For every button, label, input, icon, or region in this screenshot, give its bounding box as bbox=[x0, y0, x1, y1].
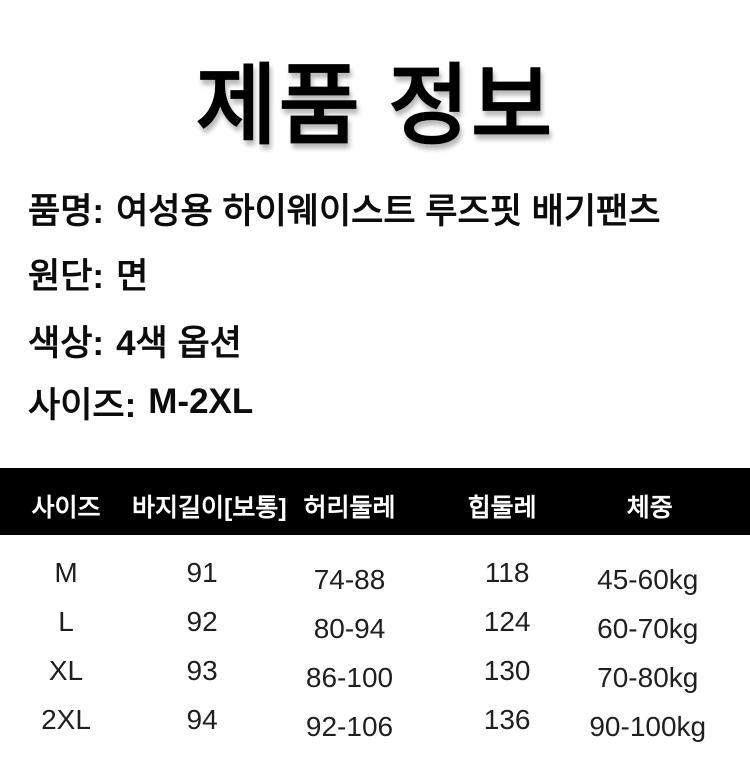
attr-value-size: M-2XL bbox=[148, 382, 254, 421]
attr-label-fabric: 원단: bbox=[28, 256, 105, 296]
size-table-body: M 91 74-88 118 45-60kg L 92 80-94 124 60… bbox=[0, 548, 750, 744]
table-row-m: M 91 74-88 118 45-60kg bbox=[0, 548, 750, 597]
cell-hip: 136 bbox=[483, 703, 531, 735]
attr-line-fabric: 원단: 면 bbox=[28, 253, 148, 296]
cell-waist: 92-106 bbox=[305, 710, 394, 742]
cell-length: 92 bbox=[186, 605, 218, 637]
size-table-header: 사이즈 바지길이[보통] 허리둘레 힙둘레 체중 bbox=[0, 468, 750, 535]
attr-value-fabric: 면 bbox=[116, 256, 149, 296]
table-row-xl: XL 93 86-100 130 70-80kg bbox=[0, 646, 750, 695]
cell-length: 94 bbox=[186, 703, 218, 735]
cell-size: M bbox=[54, 556, 78, 588]
size-table-header-weight: 체중 bbox=[626, 494, 673, 522]
attr-value-color: 4색 옵션 bbox=[116, 323, 242, 363]
cell-weight: 60-70kg bbox=[597, 612, 699, 644]
table-row-2xl: 2XL 94 92-106 136 90-100kg bbox=[0, 695, 750, 744]
cell-hip: 118 bbox=[484, 556, 530, 588]
cell-size: XL bbox=[48, 654, 84, 686]
cell-size: 2XL bbox=[41, 703, 91, 735]
attr-value-product-name: 여성용 하이웨이스트 루즈핏 배기팬츠 bbox=[116, 191, 661, 231]
size-table-header-hip: 힙둘레 bbox=[467, 494, 537, 522]
cell-waist: 80-94 bbox=[313, 612, 386, 644]
attr-label-product-name: 품명: bbox=[28, 191, 105, 231]
attr-label-color: 색상: bbox=[28, 323, 105, 363]
cell-weight: 90-100kg bbox=[589, 710, 707, 742]
page-title: 제품 정보 bbox=[195, 55, 555, 155]
attr-line-size: 사이즈: M-2XL bbox=[28, 382, 254, 425]
cell-weight: 70-80kg bbox=[597, 661, 699, 693]
cell-size: L bbox=[58, 605, 74, 637]
size-table-header-length: 바지길이[보통] bbox=[132, 494, 287, 522]
cell-hip: 130 bbox=[483, 654, 531, 686]
cell-weight: 45-60kg bbox=[597, 563, 699, 595]
cell-waist: 74-88 bbox=[313, 563, 386, 595]
cell-waist: 86-100 bbox=[305, 661, 394, 693]
attr-line-product-name: 품명: 여성용 하이웨이스트 루즈핏 배기팬츠 bbox=[28, 188, 660, 231]
cell-hip: 124 bbox=[483, 605, 531, 637]
table-row-l: L 92 80-94 124 60-70kg bbox=[0, 597, 750, 646]
size-table-header-size: 사이즈 bbox=[31, 494, 101, 522]
cell-length: 93 bbox=[186, 654, 218, 686]
size-table-header-waist: 허리둘레 bbox=[303, 494, 396, 522]
attr-label-size: 사이즈: bbox=[28, 385, 137, 425]
attr-line-color: 색상: 4색 옵션 bbox=[28, 320, 242, 363]
cell-length: 91 bbox=[186, 556, 218, 588]
